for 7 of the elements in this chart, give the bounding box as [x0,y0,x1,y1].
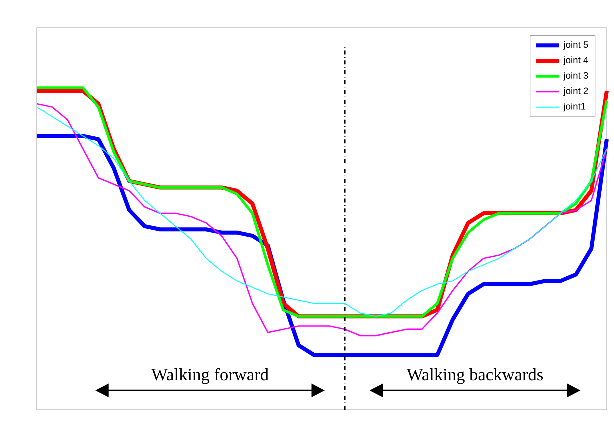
legend-label: joint 4 [564,56,588,66]
legend-label: joint 3 [564,72,588,81]
legend-label: joint1 [564,102,586,112]
legend-label: joint 5 [564,41,588,50]
annotation: Walking backwards [406,368,544,384]
annotation: Walking forward [152,368,269,384]
legend-label: joint 2 [564,88,588,96]
